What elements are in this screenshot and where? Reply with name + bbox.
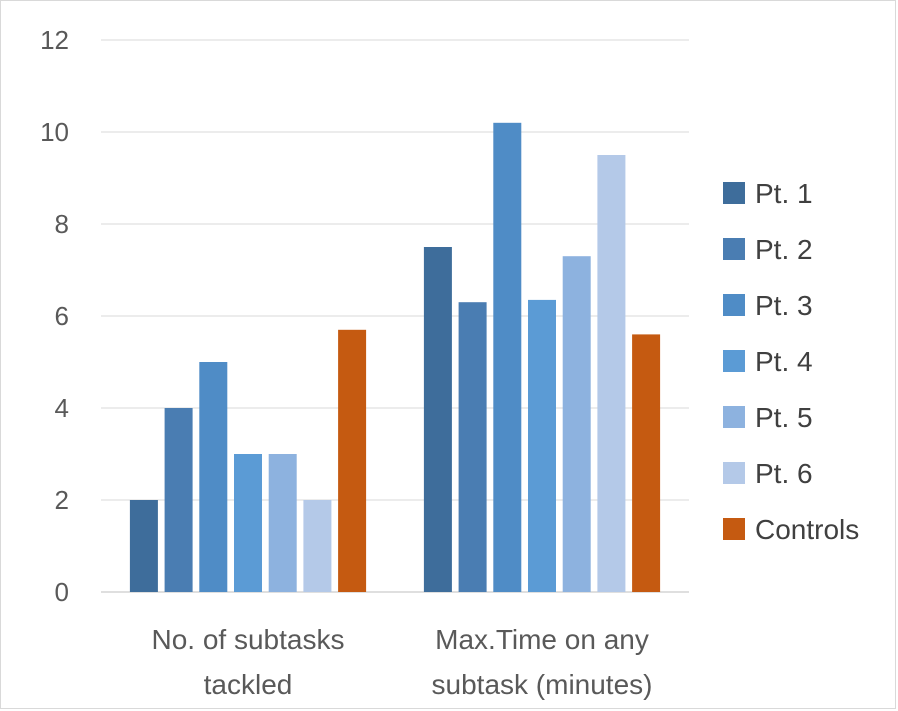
legend-swatch — [723, 238, 745, 260]
bar-pt-6-cat2 — [597, 155, 626, 592]
bar-controls-cat2 — [632, 334, 661, 592]
bar-controls-cat1 — [338, 329, 367, 592]
x-category-label: No. of subtasks — [152, 624, 345, 655]
bar-pt-5-cat2 — [562, 256, 591, 592]
y-tick-label: 10 — [40, 117, 69, 147]
x-axis-categories: No. of subtasks tackled Max.Time on any sub… — [152, 624, 653, 700]
y-tick-label: 0 — [55, 577, 69, 607]
bar-pt-6-cat1 — [303, 500, 332, 592]
bar-pt-4-cat1 — [234, 454, 262, 592]
y-tick-label: 6 — [55, 301, 69, 331]
y-tick-label: 8 — [55, 209, 69, 239]
legend-label: Pt. 6 — [755, 458, 813, 489]
bars — [129, 122, 661, 593]
legend-label: Pt. 5 — [755, 402, 813, 433]
bar-pt-2-cat1 — [164, 408, 193, 592]
legend-label: Pt. 1 — [755, 178, 813, 209]
x-category-label: Max.Time on any — [435, 624, 649, 655]
legend-label: Pt. 3 — [755, 290, 813, 321]
x-category-label: tackled — [204, 669, 293, 700]
legend-swatch — [723, 406, 745, 428]
legend-label: Pt. 2 — [755, 234, 813, 265]
legend-swatch — [723, 294, 745, 316]
y-axis: 0 2 4 6 8 10 12 — [40, 25, 69, 607]
legend-label: Controls — [755, 514, 859, 545]
legend-swatch — [723, 518, 745, 540]
bar-pt-3-cat2 — [493, 122, 522, 593]
bar-pt-1-cat2 — [423, 247, 452, 592]
bar-pt-4-cat2 — [528, 299, 556, 592]
legend: Pt. 1 Pt. 2 Pt. 3 Pt. 4 Pt. 5 Pt. 6 Controls — [723, 178, 859, 545]
legend-swatch — [723, 462, 745, 484]
gridlines — [101, 39, 689, 593]
legend-swatch — [723, 182, 745, 204]
y-tick-label: 12 — [40, 25, 69, 55]
y-tick-label: 4 — [55, 393, 69, 423]
bar-pt-3-cat1 — [199, 362, 228, 592]
x-category-label: subtask (minutes) — [432, 669, 653, 700]
legend-label: Pt. 4 — [755, 346, 813, 377]
bar-pt-5-cat1 — [268, 454, 297, 592]
bar-pt-2-cat2 — [458, 302, 487, 592]
legend-swatch — [723, 350, 745, 372]
bar-pt-1-cat1 — [129, 500, 158, 592]
y-tick-label: 2 — [55, 485, 69, 515]
